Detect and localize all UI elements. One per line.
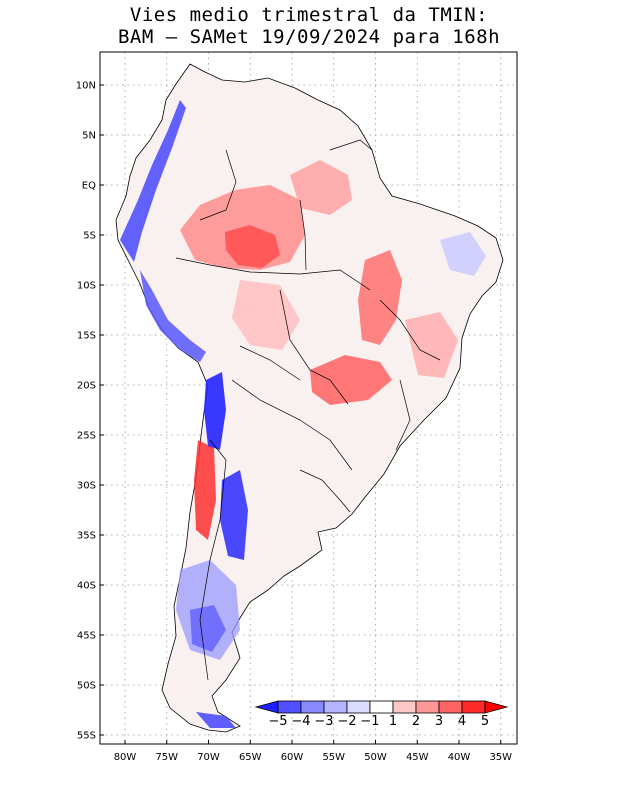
colorbar-label: −2	[337, 714, 356, 729]
lat-tick-label: 55S	[77, 731, 96, 742]
lon-tick-label: 40W	[448, 752, 471, 763]
lat-tick-label: 20S	[77, 381, 96, 392]
lon-tick-label: 50W	[364, 752, 387, 763]
colorbar-label: 2	[412, 714, 420, 729]
warm-bias-andes-argentina	[194, 440, 216, 540]
cold-bias-andes-north	[120, 100, 186, 262]
longitude-axis: 80W 75W 70W 65W 60W 55W 50W 45W 40W 35W	[114, 740, 512, 763]
lat-tick-label: EQ	[82, 181, 96, 192]
colorbar-segment	[438, 700, 463, 714]
warm-bias-bolivia	[232, 280, 300, 350]
colorbar-label: −3	[314, 714, 333, 729]
lon-tick-label: 65W	[239, 752, 262, 763]
lat-tick-label: 45S	[77, 631, 96, 642]
lon-tick-label: 35W	[489, 752, 512, 763]
cold-bias-chile-north	[204, 372, 226, 450]
map-title-line-2: BAM – SAMet 19/09/2024 para 168h	[117, 26, 501, 48]
lat-tick-label: 5N	[82, 131, 96, 142]
latitude-axis: 10N 5N EQ 5S 10S 15S 20S 25S 30S 35S 40S 45S 50S 55S	[76, 81, 104, 742]
lat-tick-label: 50S	[77, 681, 96, 692]
cold-bias-peru	[140, 270, 206, 362]
warm-bias-central-brazil	[358, 250, 402, 345]
lat-tick-label: 35S	[77, 531, 96, 542]
country-borders	[175, 139, 441, 681]
colorbar-label: 5	[481, 714, 489, 729]
continent-layer	[115, 63, 504, 733]
colorbar-segment	[415, 700, 440, 714]
warm-bias-east	[405, 312, 458, 378]
colorbar-arrow-high	[484, 700, 509, 714]
lon-tick-label: 80W	[114, 752, 137, 763]
lat-tick-label: 30S	[77, 481, 96, 492]
colorbar: −5 −4 −3 −2 −1 1 2 3 4 5	[254, 700, 509, 729]
lon-tick-label: 60W	[281, 752, 304, 763]
lon-tick-label: 55W	[322, 752, 345, 763]
lat-tick-label: 10S	[77, 281, 96, 292]
colorbar-label: 1	[389, 714, 397, 729]
map-title-line-1: Vies medio trimestral da TMIN:	[129, 4, 489, 26]
cold-bias-tierra-del-fuego	[196, 712, 236, 728]
colorbar-label: −1	[360, 714, 379, 729]
colorbar-segment	[300, 700, 325, 714]
colorbar-segment	[277, 700, 302, 714]
lon-tick-label: 70W	[197, 752, 220, 763]
lat-tick-label: 40S	[77, 581, 96, 592]
warm-bias-midwest	[310, 355, 392, 405]
lat-tick-label: 25S	[77, 431, 96, 442]
colorbar-segment	[369, 700, 394, 714]
cold-bias-northeast	[440, 232, 486, 276]
map-frame	[99, 51, 518, 745]
cold-bias-patagonia-core	[190, 605, 226, 652]
colorbar-segment	[392, 700, 417, 714]
colorbar-segment	[461, 700, 486, 714]
colorbar-label: −5	[268, 714, 287, 729]
lat-tick-label: 10N	[76, 81, 96, 92]
cold-bias-argentina-west	[220, 470, 248, 560]
colorbar-segment	[346, 700, 371, 714]
lon-tick-label: 45W	[406, 752, 429, 763]
colorbar-segment	[323, 700, 348, 714]
lat-tick-label: 15S	[77, 331, 96, 342]
lon-tick-label: 75W	[155, 752, 178, 763]
colorbar-label: 3	[435, 714, 443, 729]
colorbar-label: −4	[291, 714, 310, 729]
warm-bias-amazon-core	[225, 225, 280, 268]
lat-tick-label: 5S	[83, 231, 96, 242]
warm-bias-north	[290, 160, 352, 215]
colorbar-label: 4	[458, 714, 466, 729]
